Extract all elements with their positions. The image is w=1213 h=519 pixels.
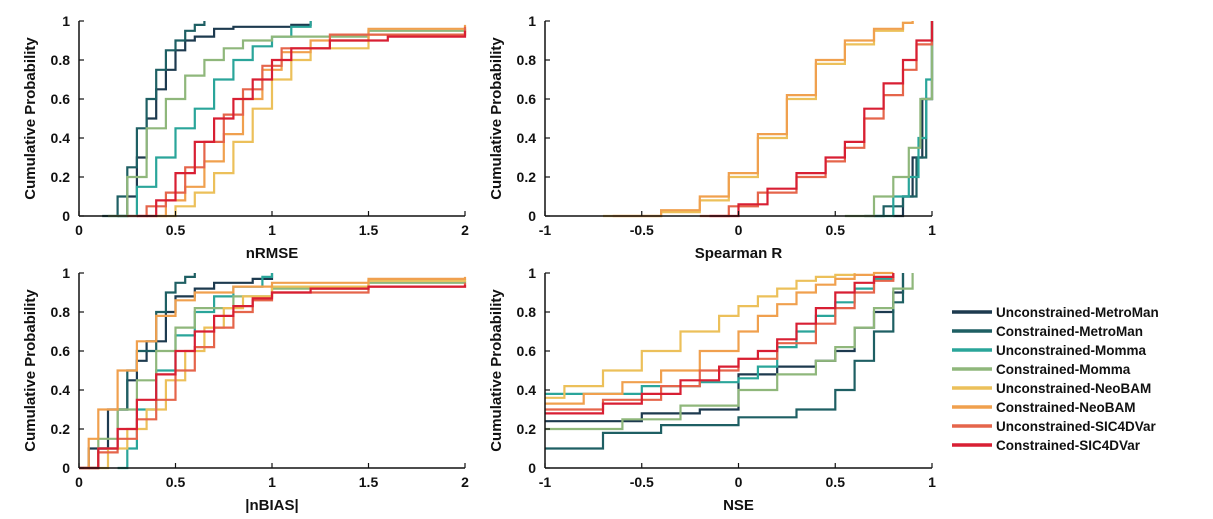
x-tick-label: 0.5 — [826, 474, 846, 490]
y-tick-label: 1 — [62, 265, 70, 281]
x-tick-label: -1 — [539, 222, 552, 238]
y-tick-label: 0 — [528, 460, 536, 476]
legend-label: Unconstrained-Momma — [996, 343, 1147, 358]
y-tick-label: 0.2 — [51, 169, 71, 185]
series-line-unconstrained-neobam — [156, 28, 467, 218]
series-line-constrained-sic4dvar — [136, 30, 467, 218]
x-tick-label: 1.5 — [359, 222, 379, 238]
legend-entry: Constrained-Momma — [952, 362, 1131, 377]
x-tick-label: 0.5 — [166, 222, 186, 238]
chart-panel-nse: -1 -0.5 0 0.5 1 0 0.2 0.4 0.6 0.8 1 NSE Cumulative P… — [488, 265, 936, 514]
series-line-unconstrained-neobam — [88, 278, 467, 470]
x-tick-label: -1 — [539, 474, 552, 490]
y-tick-label: 0.4 — [51, 130, 71, 146]
x-axis-label: |nBIAS| — [245, 497, 298, 514]
y-tick-label: 0.2 — [517, 169, 537, 185]
series-line-constrained-neobam — [612, 21, 914, 218]
y-tick-label: 0.6 — [51, 343, 71, 359]
series-line-unconstrained-sic4dvar — [699, 21, 934, 218]
legend-entry: Unconstrained-Momma — [952, 343, 1147, 358]
legend-entry: Constrained-SIC4DVar — [952, 438, 1141, 453]
x-tick-label: 1.5 — [359, 474, 379, 490]
y-tick-label: 0.2 — [51, 421, 71, 437]
series-line-constrained-sic4dvar — [709, 21, 934, 218]
x-tick-label: 2 — [461, 474, 469, 490]
chart-panels: 0 0.5 1 1.5 2 0 0.2 0.4 0.6 0.8 1 nRMSE Cumulative P… — [22, 13, 936, 514]
x-tick-label: 0 — [735, 222, 743, 238]
y-tick-label: 0.4 — [517, 382, 537, 398]
y-tick-label: 0.4 — [51, 382, 71, 398]
series-line-constrained-metroman — [545, 273, 905, 450]
y-axis-label: Cumulative Probability — [488, 37, 505, 200]
series-line-constrained-sic4dvar — [79, 284, 467, 470]
series-line-unconstrained-metroman — [117, 21, 312, 218]
y-axis-label: Cumulative Probability — [22, 289, 39, 452]
series-line-constrained-neobam — [79, 276, 467, 470]
series-line-unconstrained-sic4dvar — [127, 26, 467, 218]
x-tick-label: 0 — [75, 222, 83, 238]
x-tick-label: 0 — [735, 474, 743, 490]
chart-panel-spearman: -1 -0.5 0 0.5 1 0 0.2 0.4 0.6 0.8 1 Spearman R Cumul… — [488, 13, 936, 262]
chart-panel-nbias: 0 0.5 1 1.5 2 0 0.2 0.4 0.6 0.8 1 |nBIAS| Cumulative… — [22, 265, 469, 514]
legend-label: Unconstrained-NeoBAM — [996, 381, 1151, 396]
legend-entry: Constrained-MetroMan — [952, 324, 1143, 339]
y-tick-label: 0 — [528, 208, 536, 224]
x-tick-label: 0.5 — [166, 474, 186, 490]
series-line-constrained-sic4dvar — [545, 273, 895, 415]
y-tick-label: 0 — [62, 208, 70, 224]
y-tick-label: 0.2 — [517, 421, 537, 437]
y-tick-label: 0.8 — [517, 304, 537, 320]
x-tick-label: 2 — [461, 222, 469, 238]
x-axis-label: nRMSE — [246, 245, 299, 262]
y-tick-label: 0 — [62, 460, 70, 476]
x-tick-label: -0.5 — [630, 222, 654, 238]
y-tick-label: 0.8 — [51, 52, 71, 68]
x-tick-label: -0.5 — [630, 474, 654, 490]
x-tick-label: 0 — [75, 474, 83, 490]
x-tick-label: 1 — [928, 222, 936, 238]
legend-label: Constrained-Momma — [996, 362, 1131, 377]
x-axis-label: Spearman R — [695, 245, 783, 262]
y-tick-label: 0.6 — [517, 91, 537, 107]
legend-label: Unconstrained-SIC4DVar — [996, 419, 1157, 434]
y-tick-label: 0.4 — [517, 130, 537, 146]
y-tick-label: 1 — [528, 265, 536, 281]
y-axis-label: Cumulative Probability — [488, 289, 505, 452]
x-tick-label: 1 — [928, 474, 936, 490]
y-tick-label: 0.8 — [51, 304, 71, 320]
legend-entry: Unconstrained-SIC4DVar — [952, 419, 1157, 434]
x-axis-label: NSE — [723, 497, 754, 514]
legend-entry: Unconstrained-MetroMan — [952, 305, 1159, 320]
series-line-constrained-momma — [545, 273, 914, 431]
y-tick-label: 1 — [62, 13, 70, 29]
series-line-constrained-momma — [844, 21, 934, 218]
series-line-constrained-neobam — [545, 271, 894, 405]
legend-entry: Constrained-NeoBAM — [952, 400, 1136, 415]
series-line-unconstrained-metroman — [79, 273, 274, 470]
y-tick-label: 0.8 — [517, 52, 537, 68]
x-tick-label: 1 — [268, 222, 276, 238]
legend-label: Unconstrained-MetroMan — [996, 305, 1159, 320]
legend-label: Constrained-MetroMan — [996, 324, 1143, 339]
legend-label: Constrained-NeoBAM — [996, 400, 1136, 415]
y-axis-label: Cumulative Probability — [22, 37, 39, 200]
x-tick-label: 1 — [268, 474, 276, 490]
legend: Unconstrained-MetroMan Constrained-Metro… — [952, 305, 1159, 453]
legend-label: Constrained-SIC4DVar — [996, 438, 1141, 453]
series-line-unconstrained-neobam — [545, 273, 856, 399]
y-tick-label: 0.6 — [51, 91, 71, 107]
y-tick-label: 1 — [528, 13, 536, 29]
series-line-constrained-momma — [108, 28, 467, 218]
x-tick-label: 0.5 — [826, 222, 846, 238]
series-line-unconstrained-momma — [874, 21, 934, 218]
chart-panel-nrmse: 0 0.5 1 1.5 2 0 0.2 0.4 0.6 0.8 1 nRMSE Cumulative P… — [22, 13, 469, 262]
series-line-constrained-momma — [82, 280, 467, 470]
legend-entry: Unconstrained-NeoBAM — [952, 381, 1151, 396]
y-tick-label: 0.6 — [517, 343, 537, 359]
